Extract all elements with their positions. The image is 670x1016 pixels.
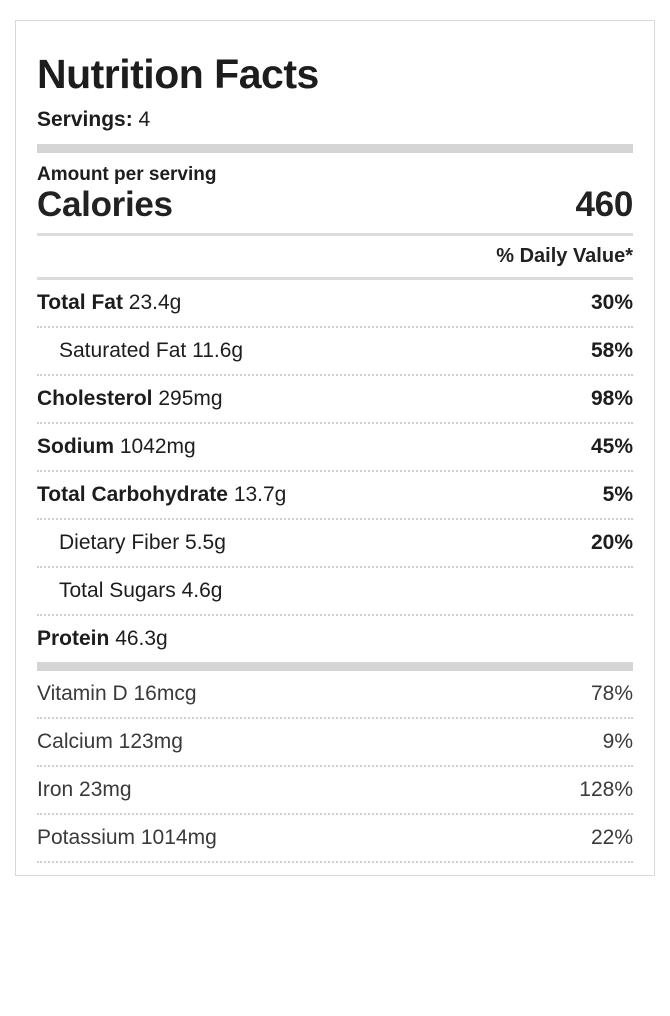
nutrient-row-total-sugars: Total Sugars 4.6g (37, 568, 633, 614)
row-separator (37, 373, 633, 376)
row-separator (37, 613, 633, 616)
nutrient-text: Dietary Fiber 5.5g (59, 531, 226, 555)
nutrient-name: Saturated Fat (59, 338, 187, 362)
micronutrient-percent: 22% (590, 825, 633, 849)
nutrient-name: Total Sugars (59, 578, 176, 602)
servings-value: 4 (138, 108, 151, 131)
row-separator (37, 565, 633, 568)
nutrient-row-total-carbohydrate: Total Carbohydrate 13.7g 5% (37, 472, 633, 518)
nutrient-amount: 5.5g (185, 530, 226, 554)
nutrient-text: Total Carbohydrate 13.7g (37, 483, 286, 507)
nutrient-text: Cholesterol 295mg (37, 387, 223, 411)
row-separator (37, 716, 633, 719)
divider-thick-top (37, 144, 633, 153)
micronutrient-row-potassium: Potassium 1014mg 22% (37, 815, 633, 861)
nutrient-name: Sodium (37, 434, 114, 458)
daily-value-header: % Daily Value* (496, 244, 633, 267)
nutrient-row-cholesterol: Cholesterol 295mg 98% (37, 376, 633, 422)
divider-under-calories (37, 232, 633, 236)
nutrient-amount: 23.4g (128, 290, 182, 314)
card-bottom-spacer (37, 863, 633, 875)
nutrient-amount: 295mg (158, 386, 223, 410)
nutrient-amount: 1042mg (119, 434, 196, 458)
nutrient-amount: 13.7g (233, 482, 287, 506)
micronutrient-percent: 128% (579, 777, 633, 801)
micronutrient-row-calcium: Calcium 123mg 9% (37, 719, 633, 765)
row-separator (37, 517, 633, 520)
nutrient-text: Total Fat 23.4g (37, 291, 181, 315)
nutrient-row-sodium: Sodium 1042mg 45% (37, 424, 633, 470)
micronutrient-name: Potassium 1014mg (37, 825, 217, 849)
row-separator (37, 421, 633, 424)
row-separator (37, 325, 633, 328)
nutrient-name: Dietary Fiber (59, 530, 180, 554)
nutrient-row-protein: Protein 46.3g (37, 616, 633, 662)
nutrient-percent: 98% (590, 386, 633, 410)
nutrient-percent: 45% (590, 434, 633, 458)
micronutrient-name: Iron 23mg (37, 777, 132, 801)
divider-under-daily-value (37, 276, 633, 280)
nutrition-facts-card: Nutrition Facts Servings: 4 Amount per s… (15, 20, 655, 876)
micronutrient-percent: 9% (602, 729, 633, 753)
nutrient-text: Saturated Fat 11.6g (59, 339, 243, 363)
micronutrient-row-vitamin-d: Vitamin D 16mcg 78% (37, 671, 633, 717)
nutrient-amount: 46.3g (115, 626, 168, 650)
nutrient-amount: 11.6g (192, 338, 244, 362)
nutrient-row-saturated-fat: Saturated Fat 11.6g 58% (37, 328, 633, 374)
row-separator (37, 860, 633, 863)
row-separator (37, 764, 633, 767)
amount-per-serving-label: Amount per serving (37, 164, 217, 185)
micronutrient-row-iron: Iron 23mg 128% (37, 767, 633, 813)
nutrient-row-total-fat: Total Fat 23.4g 30% (37, 280, 633, 326)
nutrient-amount: 4.6g (181, 578, 223, 602)
servings-line: Servings: 4 (37, 95, 633, 144)
micronutrient-name: Vitamin D 16mcg (37, 681, 197, 705)
page-title: Nutrition Facts (37, 51, 319, 97)
nutrient-name: Protein (37, 626, 110, 650)
nutrient-text: Sodium 1042mg (37, 435, 196, 459)
row-separator (37, 812, 633, 815)
nutrient-name: Total Carbohydrate (37, 482, 228, 506)
nutrient-text: Protein 46.3g (37, 627, 168, 651)
servings-label: Servings: (37, 108, 133, 131)
nutrient-name: Cholesterol (37, 386, 153, 410)
nutrient-text: Total Sugars 4.6g (59, 579, 222, 603)
calories-row: Calories 460 (37, 186, 633, 233)
divider-thick-micronutrients (37, 661, 633, 671)
calories-label: Calories (37, 185, 173, 224)
nutrient-percent: 58% (590, 338, 633, 362)
nutrient-percent: 5% (602, 482, 633, 506)
calories-value: 460 (575, 185, 634, 224)
nutrient-percent: 20% (590, 530, 633, 554)
nutrient-percent: 30% (590, 290, 633, 314)
nutrient-name: Total Fat (37, 290, 123, 314)
micronutrient-name: Calcium 123mg (37, 729, 183, 753)
nutrient-row-dietary-fiber: Dietary Fiber 5.5g 20% (37, 520, 633, 566)
row-separator (37, 469, 633, 472)
micronutrient-percent: 78% (590, 681, 633, 705)
